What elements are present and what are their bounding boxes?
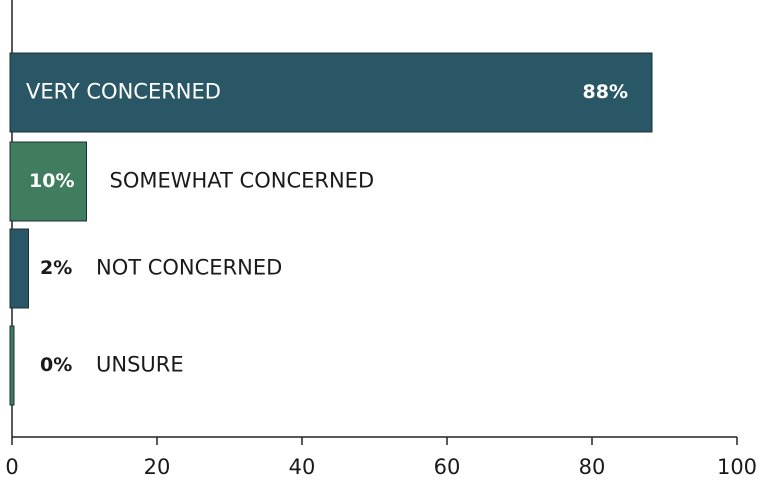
x-tick-label: 80	[579, 455, 606, 479]
bar	[9, 52, 653, 133]
bar	[9, 141, 87, 222]
category-label: SOMEWHAT CONCERNED	[110, 169, 375, 193]
bar	[9, 325, 15, 406]
category-label: UNSURE	[96, 353, 184, 377]
value-label: 88%	[583, 81, 628, 103]
bar	[9, 228, 29, 309]
value-label: 0%	[40, 354, 72, 376]
x-tick-label: 40	[289, 455, 316, 479]
x-tick-label: 60	[434, 455, 461, 479]
category-label: NOT CONCERNED	[96, 256, 282, 280]
value-label: 10%	[29, 170, 74, 192]
x-tick-label: 0	[5, 455, 18, 479]
value-label: 2%	[40, 257, 72, 279]
x-tick-label: 100	[717, 455, 757, 479]
category-label: VERY CONCERNED	[26, 80, 221, 104]
x-tick-label: 20	[144, 455, 171, 479]
